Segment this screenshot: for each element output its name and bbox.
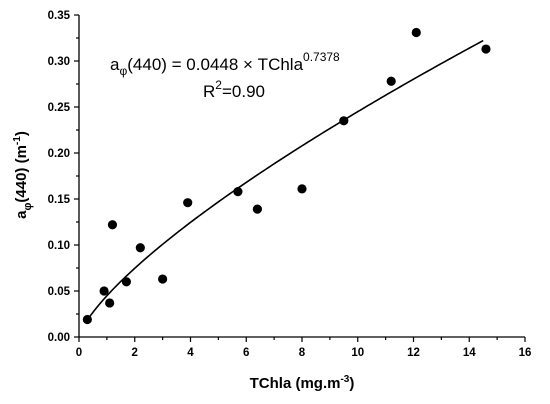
r-squared-rest: =0.90 [222,82,265,101]
data-point [386,76,396,86]
x-tick-label: 10 [351,347,364,359]
y-tick-label: 0.10 [48,240,70,252]
equation-exponent: 0.7378 [303,50,340,64]
x-tick-label: 4 [187,347,194,359]
data-point [481,44,491,54]
x-axis-title: TChla (mg.m-3) [250,374,355,392]
x-tick-label: 0 [76,347,82,359]
y-ticks: 0.00 0.05 0.10 0.15 0.20 0.25 0.30 0.35 [48,10,79,344]
x-ticks: 0 2 4 6 8 10 12 14 16 [76,337,532,359]
y-tick-label: 0.35 [48,10,71,22]
data-point [252,204,262,214]
data-point [233,187,243,197]
y-axis-title-rest: (440) (m [13,145,30,203]
y-axis-title: aφ(440) (m-1) [12,131,34,219]
data-point [183,198,193,208]
x-axis-title-main: TChla (mg.m [250,375,341,392]
x-tick-label: 12 [407,347,420,359]
y-axis-title-sup: -1 [12,136,23,145]
y-axis-title-main: a [13,210,30,219]
y-tick-label: 0.15 [48,194,71,206]
y-tick-label: 0.25 [48,102,71,114]
r-squared-label: R2=0.90 [203,78,265,101]
equation-lhs-rest: (440) = 0.0448 × TChla [127,55,303,74]
data-point [135,243,145,253]
x-tick-label: 6 [243,347,249,359]
data-point [411,27,421,38]
x-tick-label: 16 [519,347,532,359]
equation-lhs-main: a [110,55,120,74]
x-axis-title-sup: -3 [340,374,349,385]
y-axis-title-sub: φ [22,202,34,210]
y-tick-label: 0.20 [48,148,70,160]
data-point [82,314,92,325]
r-squared-main: R [203,82,215,101]
y-tick-label: 0.05 [48,286,71,298]
data-point [158,274,168,284]
x-axis-title-end: ) [349,375,354,392]
data-point [99,286,109,296]
data-point [121,277,131,287]
r-squared-sup: 2 [215,78,222,92]
equation-label: aφ(440) = 0.0448 × TChla0.7378 [110,50,340,78]
data-point [105,298,115,308]
data-point [297,184,307,194]
data-points [82,27,491,325]
x-tick-label: 14 [463,347,476,359]
x-tick-label: 8 [299,347,306,359]
y-axis-title-end: ) [13,131,30,136]
data-point [339,116,349,126]
fit-curve [86,39,484,321]
y-tick-label: 0.00 [48,332,70,344]
equation-lhs-sub: φ [119,64,127,78]
x-tick-label: 2 [132,347,138,359]
y-tick-label: 0.30 [48,56,70,68]
data-point [107,220,118,230]
